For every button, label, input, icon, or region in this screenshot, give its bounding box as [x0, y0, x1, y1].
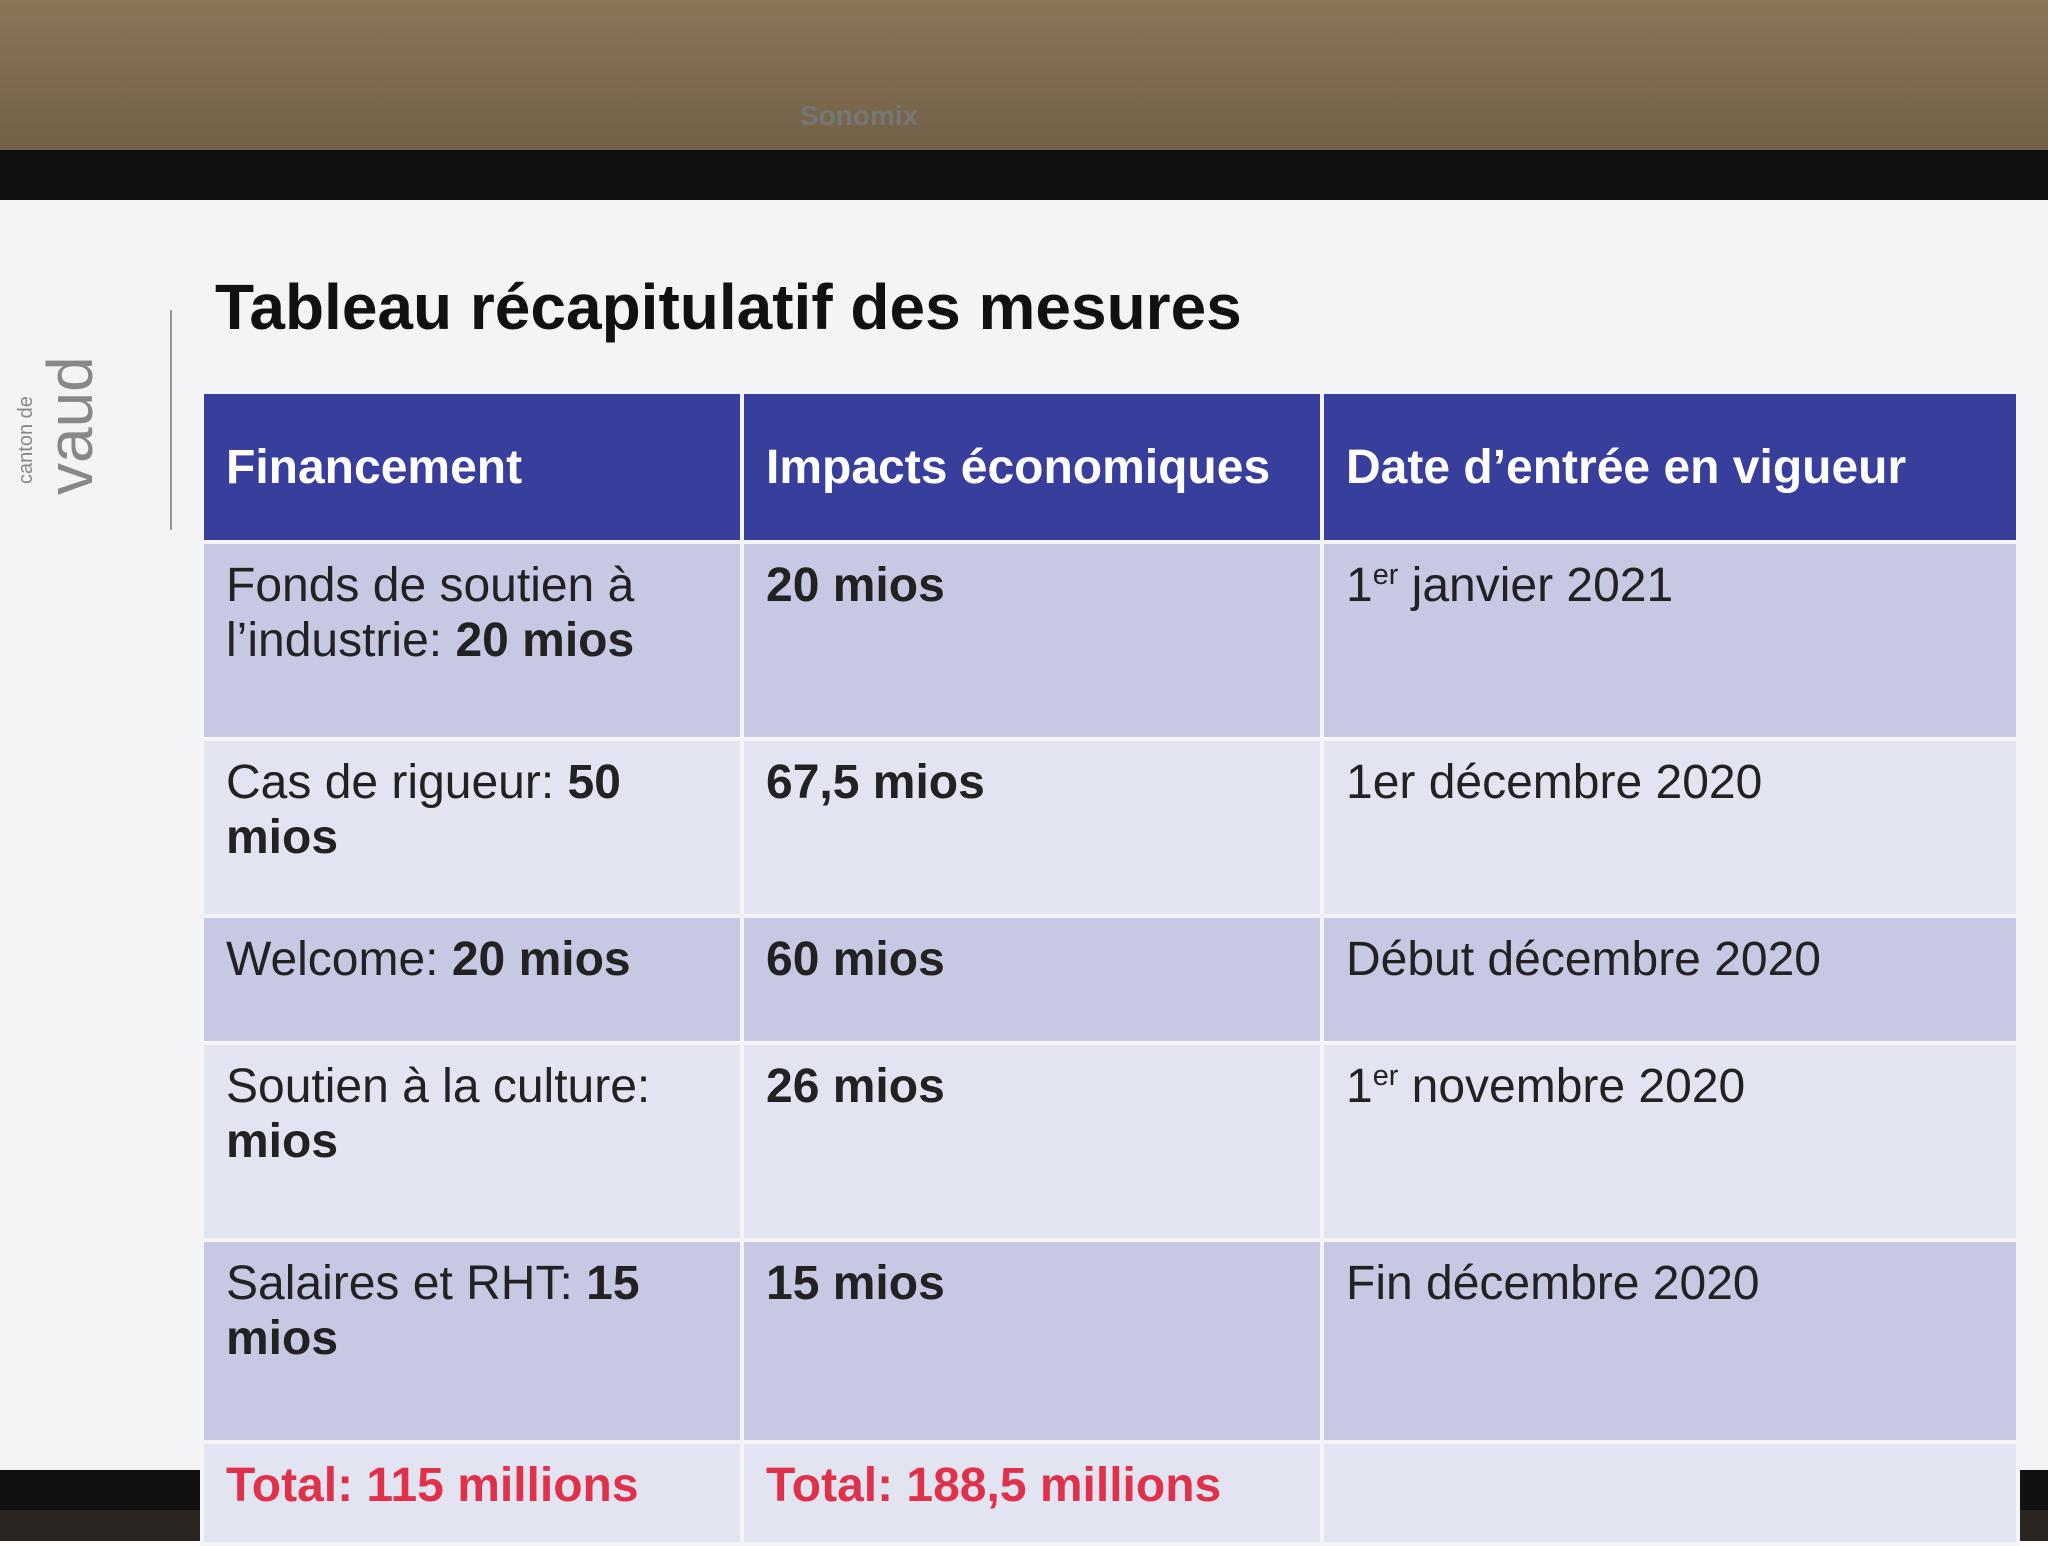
- cell-text: Fin décembre 2020: [1346, 1257, 1760, 1310]
- column-header: Impacts économiques: [740, 390, 1324, 544]
- total-cell: Total: 115 millions: [200, 1440, 744, 1546]
- total-cell: Total: 188,5 millions: [740, 1440, 1324, 1546]
- row: Fonds de soutien à l’industrie: 20 mios 2…: [200, 540, 2020, 741]
- column-header: Date d’entrée en vigueur: [1320, 390, 2020, 544]
- superscript: er: [1372, 559, 1399, 591]
- superscript: er: [1372, 1060, 1399, 1092]
- cell: 15 mios: [740, 1238, 1324, 1444]
- cell-text: 20 mios: [766, 559, 945, 612]
- row: Cas de rigueur: 50 mios 67,5 mios 1er déce…: [200, 737, 2020, 918]
- cell-text: 20 mios: [451, 933, 631, 986]
- cell-text: 50 mios: [226, 756, 621, 864]
- total-row: Total: 115 millions Total: 188,5 millions: [200, 1440, 2020, 1546]
- column-header: Financement: [200, 390, 744, 544]
- cell: Fin décembre 2020: [1320, 1238, 2020, 1444]
- cell-text: Début décembre 2020: [1346, 933, 1821, 986]
- cell-text: 67,5 mios: [766, 756, 985, 809]
- cell: 1er novembre 2020: [1320, 1041, 2020, 1242]
- cell: Welcome: 20 mios: [200, 914, 744, 1045]
- cell: 20 mios: [740, 540, 1324, 741]
- cell: Début décembre 2020: [1320, 914, 2020, 1045]
- cell-text: 15 mios: [226, 1257, 640, 1365]
- row: Soutien à la culture: mios 26 mios 1er nov…: [200, 1041, 2020, 1242]
- row: Welcome: 20 mios 60 mios Début décembre 20…: [200, 914, 2020, 1045]
- cell-text: 1: [1346, 559, 1373, 612]
- cell-text: novembre 2020: [1398, 1060, 1746, 1113]
- cell-text: 20 mios: [455, 614, 635, 667]
- header-row: Financement Impacts économiques Date d’ent…: [200, 390, 2020, 544]
- separator: [170, 310, 172, 530]
- cell: 1er janvier 2021: [1320, 540, 2020, 741]
- cell-text: Fonds de soutien à l’industrie:: [226, 559, 635, 667]
- cell: 26 mios: [740, 1041, 1324, 1242]
- empty-cell: [1320, 1440, 2020, 1546]
- cell-text: 26 mios: [766, 1060, 945, 1113]
- table: Financement Impacts économiques Date d’ent…: [200, 390, 2020, 1546]
- brand-top: Sonomix: [800, 100, 919, 131]
- cell: 60 mios: [740, 914, 1324, 1045]
- cell: Fonds de soutien à l’industrie: 20 mios: [200, 540, 744, 741]
- cell-text: Salaires et RHT:: [226, 1257, 587, 1310]
- title: Tableau récapitulatif des mesures: [215, 271, 1242, 343]
- logo-name: vaud: [34, 356, 106, 495]
- cell: Soutien à la culture: mios: [200, 1041, 744, 1242]
- cell-text: mios: [226, 1115, 339, 1168]
- row: Salaires et RHT: 15 mios 15 mios Fin décem…: [200, 1238, 2020, 1444]
- cell: Cas de rigueur: 50 mios: [200, 737, 744, 918]
- cell: 1er décembre 2020: [1320, 737, 2020, 918]
- cell-text: 1: [1346, 1060, 1373, 1113]
- cell: 67,5 mios: [740, 737, 1324, 918]
- cell: Salaires et RHT: 15 mios: [200, 1238, 744, 1444]
- cell-text: 15 mios: [766, 1257, 945, 1310]
- cell-text: Soutien à la culture:: [226, 1060, 651, 1113]
- cell-text: Cas de rigueur:: [226, 756, 568, 809]
- cell-text: Welcome:: [226, 933, 452, 986]
- cell-text: 60 mios: [766, 933, 945, 986]
- cell-text: janvier 2021: [1398, 559, 1674, 612]
- cell-text: 1er décembre 2020: [1346, 756, 1763, 809]
